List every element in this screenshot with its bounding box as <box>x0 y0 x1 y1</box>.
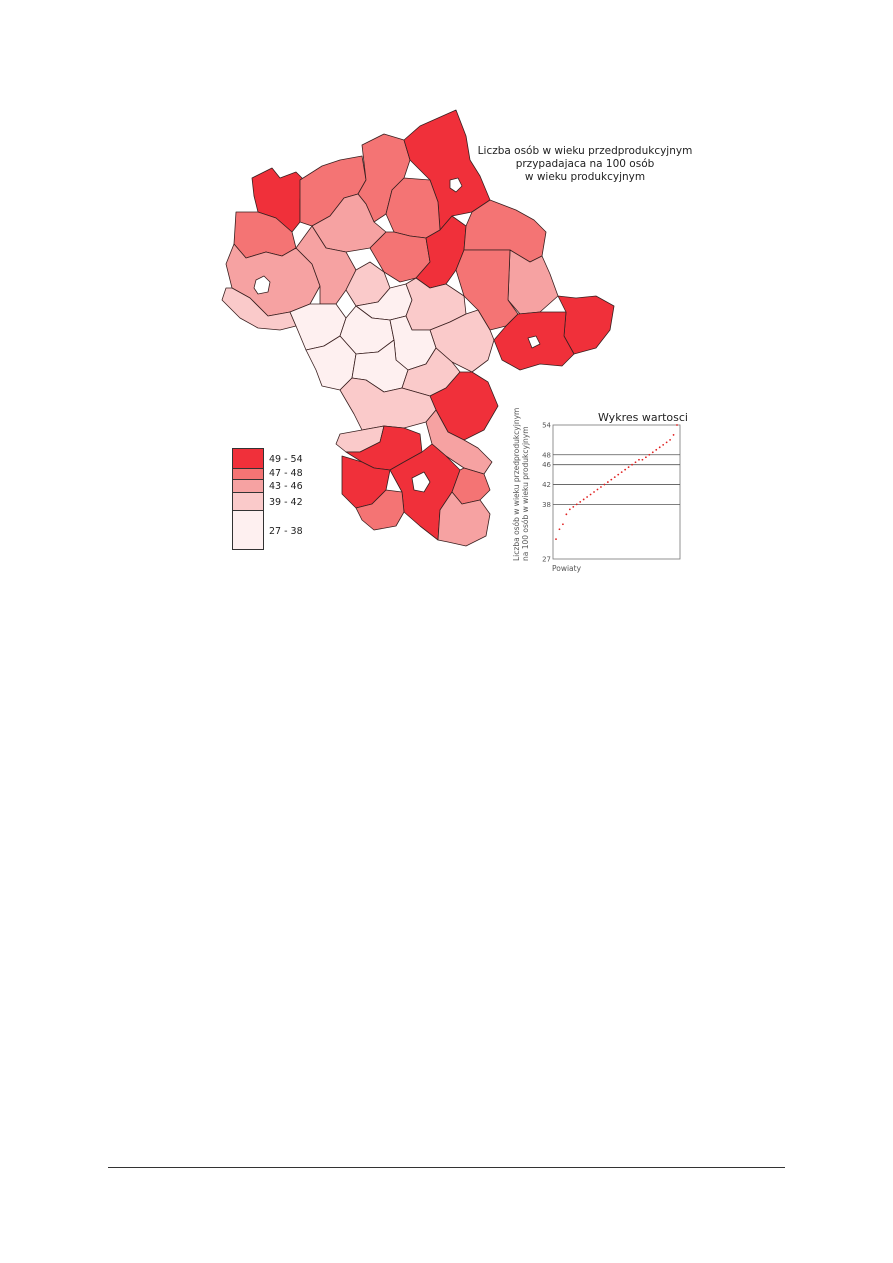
enclave-south <box>411 471 431 493</box>
legend-swatch-5 <box>232 510 264 550</box>
chart-frame <box>552 424 681 560</box>
chart-point <box>596 488 599 491</box>
chart-point <box>655 448 658 451</box>
map-title-line-3: w wieku produkcyjnym <box>524 171 646 183</box>
chart-point <box>610 478 613 481</box>
chart-point <box>603 483 606 486</box>
chart-point <box>555 538 557 541</box>
chart-point <box>662 443 665 446</box>
chart-point <box>658 446 661 449</box>
chart-point <box>606 481 609 483</box>
legend-swatch-4 <box>232 492 264 511</box>
chart-point <box>641 458 644 461</box>
legend-swatch-1 <box>232 448 264 469</box>
chart-point <box>572 505 575 508</box>
map-title-line-2: przypadajaca na 100 osób <box>515 158 655 170</box>
chart-point <box>665 441 668 444</box>
chart-point <box>565 513 568 516</box>
chart-point <box>651 451 654 454</box>
chart-y-axis-label: Liczba osób w wieku przedprodukcyjnym na… <box>512 407 530 561</box>
chart-point <box>593 491 595 493</box>
chart-point <box>672 434 675 436</box>
chart-point <box>562 523 564 526</box>
chart-point <box>648 453 651 456</box>
map-title-line-1: Liczba osób w wieku przedprodukcyjnym <box>477 145 693 157</box>
chart-point <box>589 493 592 496</box>
chart-point <box>638 458 640 461</box>
chart-point <box>676 424 678 426</box>
chart-points <box>555 424 678 541</box>
chart-point <box>575 503 578 506</box>
chart-point <box>600 486 602 488</box>
enclave-east <box>527 335 541 349</box>
chart-point <box>586 496 589 498</box>
chart-gridlines <box>553 454 680 505</box>
chart-point <box>634 461 637 464</box>
chart-y-axis-label-line-2: na 100 osób w wieku produkcyjnym <box>521 426 530 561</box>
map-regions <box>221 109 615 547</box>
region-south-2 <box>355 489 405 531</box>
enclave-west <box>253 275 271 295</box>
enclave-north <box>449 177 463 193</box>
chart-y-tick-3: 42 <box>542 481 551 489</box>
chart-point <box>582 498 585 501</box>
chart-point <box>669 438 671 441</box>
chart-y-axis-label-line-1: Liczba osób w wieku przedprodukcyjnym <box>512 407 521 561</box>
chart-y-tick-1: 27 <box>542 556 551 564</box>
chart-point <box>644 456 647 459</box>
values-chart: 27 38 42 46 48 54 <box>542 422 681 564</box>
legend-label-1: 49 - 54 <box>269 454 303 465</box>
chart-point <box>613 476 616 479</box>
region-south-east-3 <box>437 491 491 547</box>
chart-point <box>620 471 623 474</box>
chart-y-tick-5: 48 <box>542 451 551 459</box>
legend-label-2: 47 - 48 <box>269 468 303 479</box>
legend-label-5: 27 - 38 <box>269 526 303 537</box>
chart-point <box>627 466 630 469</box>
chart-point <box>568 508 571 511</box>
map-title: Liczba osób w wieku przedprodukcyjnym pr… <box>470 145 700 184</box>
chart-point <box>558 528 561 531</box>
chart-x-axis-label: Powiaty <box>552 564 582 573</box>
chart-y-tick-2: 38 <box>542 501 551 509</box>
chart-title: Wykres wartosci <box>598 411 688 424</box>
chart-y-tick-6: 54 <box>542 422 551 430</box>
chart-point <box>624 468 627 471</box>
chart-y-tick-labels: 27 38 42 46 48 54 <box>542 422 551 564</box>
footer-rule <box>108 1167 785 1168</box>
legend-swatch-3 <box>232 479 264 493</box>
legend-label-3: 43 - 46 <box>269 481 303 492</box>
chart-y-tick-4: 46 <box>542 461 551 469</box>
chart-point <box>631 463 633 466</box>
chart-point <box>579 501 582 503</box>
chart-point <box>617 473 620 476</box>
legend-label-4: 39 - 42 <box>269 497 303 508</box>
